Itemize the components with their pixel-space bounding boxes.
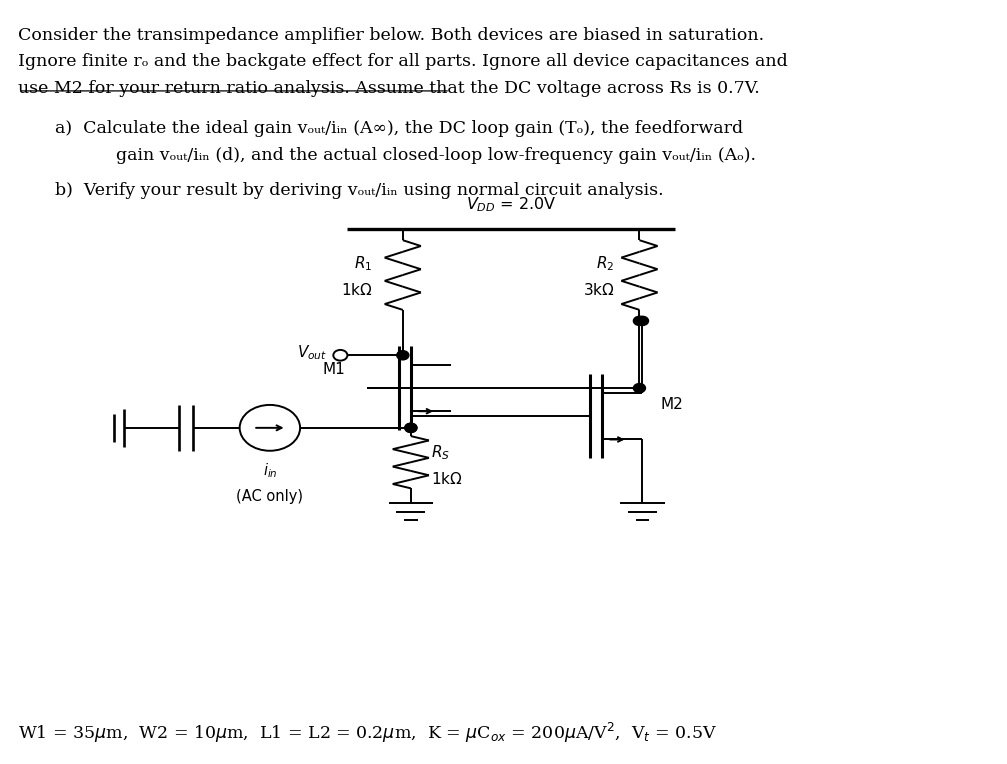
Circle shape: [397, 351, 409, 360]
Circle shape: [405, 423, 417, 432]
Text: $V_{DD}$ = 2.0V: $V_{DD}$ = 2.0V: [466, 196, 556, 214]
Text: $R_2$: $R_2$: [596, 254, 614, 273]
Text: Ignore finite rₒ and the backgate effect for all parts. Ignore all device capaci: Ignore finite rₒ and the backgate effect…: [18, 53, 787, 70]
Text: gain vₒᵤₜ/iᵢₙ (d), and the actual closed-loop low-frequency gain vₒᵤₜ/iᵢₙ (Aₒ).: gain vₒᵤₜ/iᵢₙ (d), and the actual closed…: [116, 147, 756, 163]
Text: use M2 for your return ratio analysis. Assume that the DC voltage across Rs is 0: use M2 for your return ratio analysis. A…: [18, 80, 760, 97]
Circle shape: [405, 423, 417, 432]
Circle shape: [636, 316, 649, 325]
Text: 1k$\Omega$: 1k$\Omega$: [431, 471, 462, 487]
Text: M1: M1: [322, 361, 345, 377]
Text: $R_1$: $R_1$: [354, 254, 373, 273]
Text: M2: M2: [661, 397, 684, 413]
Text: Consider the transimpedance amplifier below. Both devices are biased in saturati: Consider the transimpedance amplifier be…: [18, 27, 764, 44]
Text: W1 = 35$\mu$m,  W2 = 10$\mu$m,  L1 = L2 = 0.2$\mu$m,  K = $\mu$C$_{ox}$ = 200$\m: W1 = 35$\mu$m, W2 = 10$\mu$m, L1 = L2 = …: [18, 721, 717, 746]
Text: 3k$\Omega$: 3k$\Omega$: [583, 283, 614, 298]
Circle shape: [633, 316, 645, 325]
Text: 1k$\Omega$: 1k$\Omega$: [341, 283, 373, 298]
Text: (AC only): (AC only): [237, 489, 303, 504]
Text: a)  Calculate the ideal gain vₒᵤₜ/iᵢₙ (A∞), the DC loop gain (Tₒ), the feedforwa: a) Calculate the ideal gain vₒᵤₜ/iᵢₙ (A∞…: [55, 120, 743, 137]
Text: $R_S$: $R_S$: [431, 444, 450, 462]
Text: $i_{in}$: $i_{in}$: [263, 461, 277, 480]
Text: b)  Verify your result by deriving vₒᵤₜ/iᵢₙ using normal circuit analysis.: b) Verify your result by deriving vₒᵤₜ/i…: [55, 182, 664, 199]
Text: $V_{out}$: $V_{out}$: [297, 344, 327, 362]
Circle shape: [633, 384, 645, 393]
